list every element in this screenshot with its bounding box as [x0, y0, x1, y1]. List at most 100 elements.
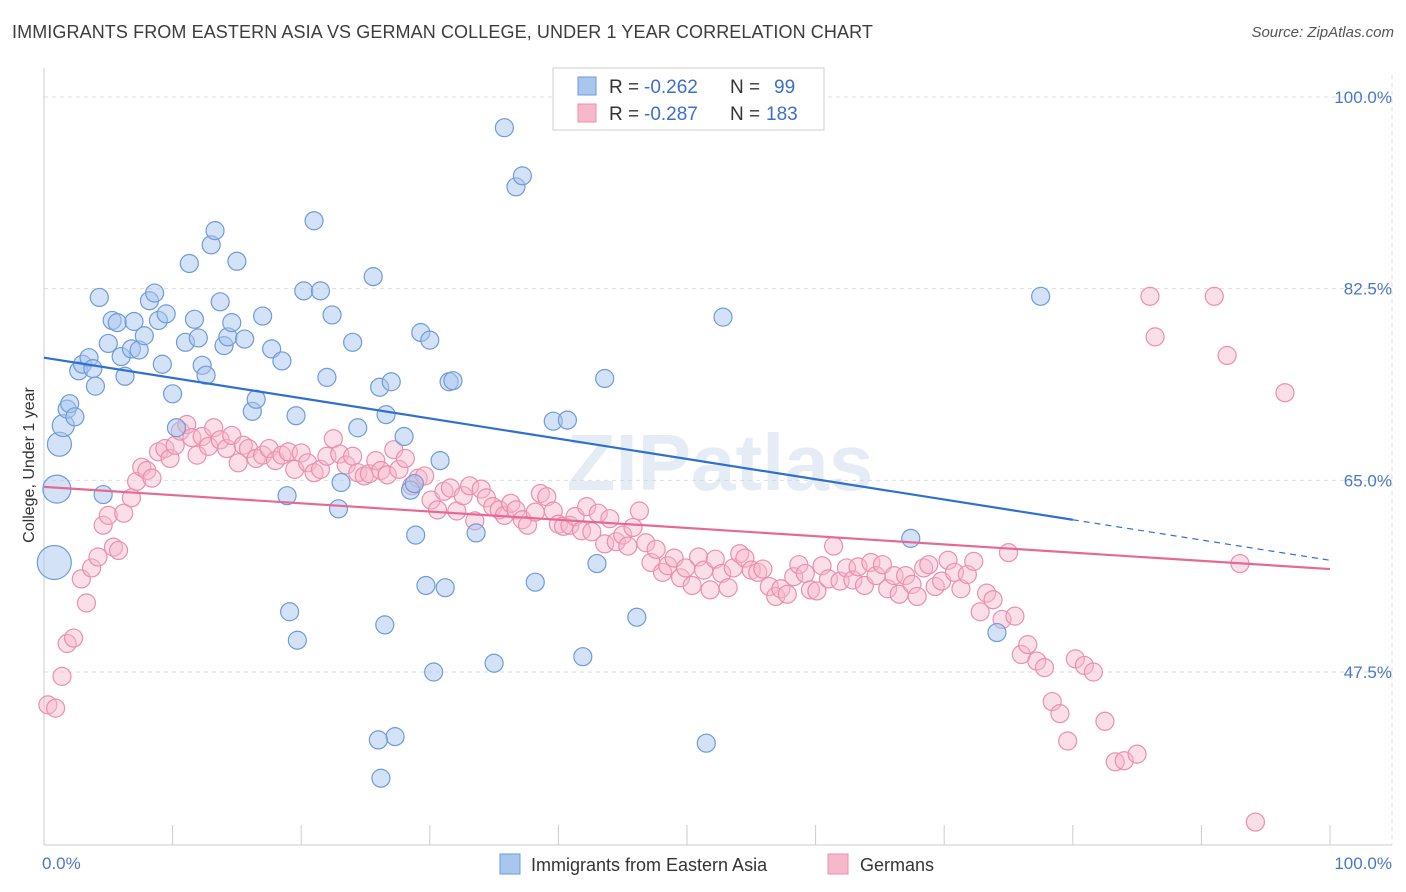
- eastern-asia-point: [107, 313, 127, 333]
- eastern-asia-point: [287, 630, 307, 650]
- eastern-asia-point: [322, 305, 342, 325]
- germans-point: [501, 493, 521, 513]
- legend-r-value-1: -0.262: [644, 77, 698, 98]
- germans-point: [63, 628, 84, 648]
- germans-point: [389, 459, 409, 479]
- germans-point: [1034, 658, 1055, 678]
- eastern-asia-point: [404, 474, 424, 494]
- eastern-asia-point: [98, 333, 118, 354]
- x-tick-labels: 0.0% 100.0%: [42, 854, 1392, 873]
- eastern-asia-point: [557, 410, 578, 430]
- eastern-asia-point: [1031, 286, 1051, 306]
- bottom-legend-swatch-pink: [827, 853, 849, 875]
- germans-point: [1245, 812, 1266, 832]
- germans-point: [142, 468, 162, 488]
- eastern-asia-point: [235, 329, 255, 349]
- eastern-asia-point: [205, 221, 225, 241]
- germans-point: [777, 584, 797, 604]
- germans-point: [951, 579, 971, 599]
- eastern-asia-point: [484, 653, 504, 673]
- eastern-asia-point: [385, 727, 405, 747]
- germans-point: [818, 569, 839, 589]
- germans-point: [377, 465, 397, 485]
- germans-point: [1005, 606, 1025, 626]
- eastern-asia-point: [424, 662, 444, 682]
- series-legend: Immigrants from Eastern Asia Germans: [499, 853, 934, 875]
- germans-point: [1050, 704, 1070, 724]
- eastern-asia-point: [343, 332, 363, 352]
- legend-n-label-1: N =: [730, 77, 760, 98]
- bottom-legend-label-eastern-asia: Immigrants from Eastern Asia: [531, 855, 768, 875]
- legend-n-value-1: 99: [774, 77, 795, 98]
- eastern-asia-point: [188, 328, 208, 348]
- eastern-asia-point: [166, 418, 187, 438]
- eastern-asia-trendline: [43, 356, 1073, 521]
- germans-point: [453, 486, 473, 506]
- germans-point: [998, 543, 1019, 563]
- germans-point: [907, 586, 927, 607]
- eastern-asia-point: [627, 607, 647, 627]
- eastern-asia-point: [328, 499, 349, 519]
- eastern-asia-point: [696, 733, 716, 753]
- eastern-asia-point: [494, 118, 514, 138]
- legend-r-label-1: R =: [609, 77, 639, 98]
- germans-point: [182, 428, 202, 448]
- germans-point: [537, 487, 557, 507]
- germans-point: [807, 581, 827, 601]
- eastern-asia-point: [152, 354, 172, 374]
- germans-point: [800, 580, 821, 600]
- germans-point: [291, 443, 311, 463]
- germans-points: [38, 286, 1295, 832]
- eastern-asia-point: [406, 525, 426, 545]
- germans-point: [705, 549, 725, 569]
- germans-point: [902, 574, 922, 594]
- eastern-asia-point: [184, 309, 205, 329]
- eastern-asia-point: [286, 406, 306, 426]
- legend-r-value-2: -0.287: [644, 104, 698, 125]
- germans-point: [682, 575, 702, 596]
- germans-point: [1018, 635, 1038, 655]
- y-tick-labels: 47.5% 65.0% 82.5% 100.0%: [1334, 88, 1392, 682]
- y-tick-label-2: 82.5%: [1344, 280, 1392, 299]
- germans-point: [848, 557, 868, 577]
- eastern-asia-points: [36, 118, 1051, 788]
- x-tick-label-1: 100.0%: [1334, 854, 1392, 873]
- germans-point: [1127, 744, 1147, 764]
- eastern-asia-point: [317, 367, 337, 387]
- eastern-asia-point: [587, 553, 607, 574]
- germans-point: [884, 566, 904, 586]
- germans-point: [735, 548, 755, 568]
- germans-point: [1204, 286, 1224, 306]
- germans-point: [914, 558, 934, 578]
- germans-point: [238, 438, 259, 459]
- y-axis-title: College, Under 1 year: [21, 387, 38, 543]
- eastern-asia-point: [310, 281, 331, 301]
- germans-point: [983, 590, 1003, 610]
- germans-point: [964, 551, 984, 571]
- germans-point: [753, 559, 773, 579]
- eastern-asia-point: [227, 251, 247, 271]
- germans-point: [600, 509, 620, 529]
- eastern-asia-point: [304, 211, 324, 231]
- eastern-asia-point: [713, 307, 733, 327]
- eastern-asia-point: [381, 372, 401, 392]
- germans-point: [652, 562, 673, 582]
- bottom-legend-label-germans: Germans: [860, 855, 934, 875]
- germans-point: [700, 580, 720, 600]
- eastern-asia-point: [430, 451, 450, 471]
- gridlines: [44, 75, 1393, 845]
- germans-point: [427, 500, 448, 520]
- eastern-asia-point: [93, 484, 113, 505]
- germans-point: [155, 438, 175, 459]
- y-tick-label-1: 65.0%: [1344, 471, 1392, 490]
- eastern-asia-point: [134, 326, 154, 346]
- bottom-legend-swatch-blue: [499, 853, 521, 875]
- germans-point: [366, 451, 386, 471]
- germans-point: [919, 555, 939, 575]
- germans-point: [98, 505, 118, 525]
- germans-point: [45, 698, 66, 718]
- eastern-asia-point: [253, 306, 273, 326]
- eastern-asia-point: [294, 281, 314, 301]
- axes: [43, 68, 1392, 846]
